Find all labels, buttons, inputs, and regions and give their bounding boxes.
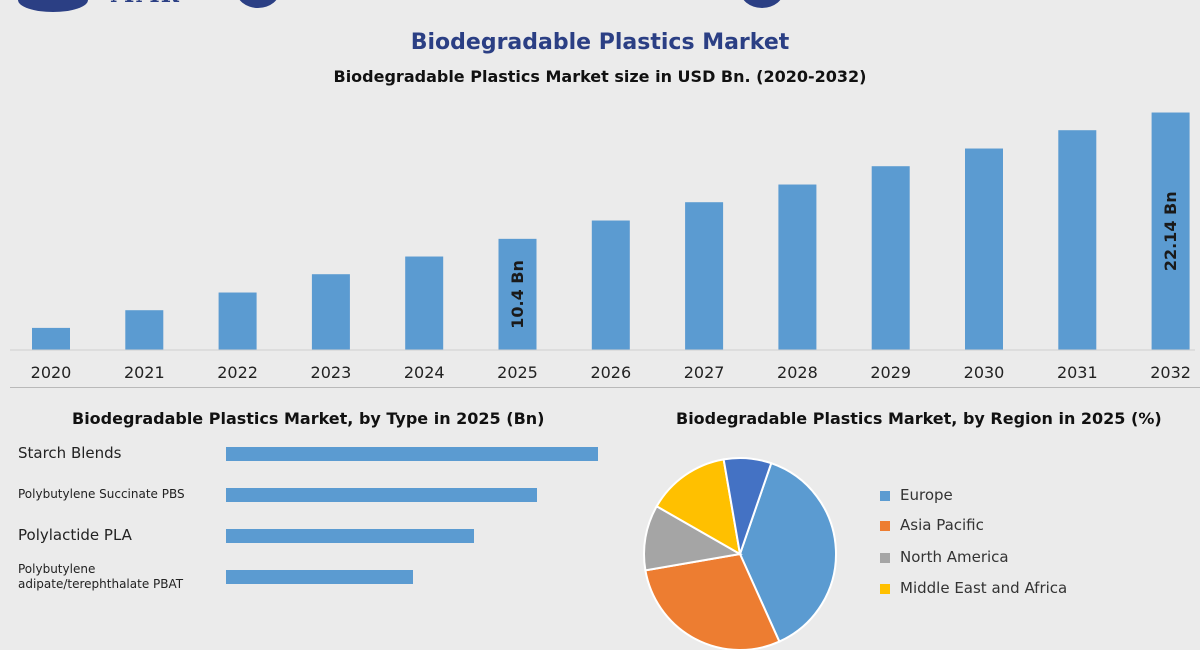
x-tick-label: 2026 (590, 363, 631, 382)
bar-2025 (498, 238, 537, 350)
legend-swatch (880, 553, 890, 563)
section-divider (10, 387, 1200, 388)
type-bar-label: Starch Blends (18, 444, 122, 462)
logo-globe-icon (18, 0, 88, 12)
x-tick-label: 2031 (1057, 363, 1098, 382)
chart-subtitle: Biodegradable Plastics Market size in US… (333, 67, 867, 86)
bar-2023 (311, 274, 350, 350)
header-circle-icon (236, 0, 280, 8)
type-bar (226, 529, 474, 543)
x-tick-label: 2024 (404, 363, 445, 382)
chart-title: Biodegradable Plastics Market (410, 30, 790, 55)
data-label-2032: 22.14 Bn (1161, 191, 1180, 271)
market-size-bar-chart: 2020 2021 2022 2023 2024 2025 10.4 Bn 2026 2027 2… (10, 112, 1195, 382)
bar-2022 (218, 292, 257, 350)
legend-label: North America (900, 548, 1009, 566)
x-tick-label: 2025 (497, 363, 538, 382)
data-label-2025: 10.4 Bn (508, 260, 527, 329)
region-pie-chart (643, 457, 837, 650)
x-tick-label: 2030 (964, 363, 1005, 382)
bar-2027 (685, 202, 724, 350)
bar-2020 (32, 327, 70, 350)
bar-2028 (778, 184, 817, 350)
x-tick-label: 2023 (311, 363, 352, 382)
header-bar: MMR (0, 0, 1200, 14)
x-tick-label: 2027 (684, 363, 725, 382)
x-tick-label: 2028 (777, 363, 818, 382)
logo-text: MMR (110, 0, 180, 8)
mmr-logo[interactable]: MMR (18, 0, 188, 14)
bar-2031 (1058, 130, 1097, 350)
bar-2024 (405, 256, 444, 350)
bar-2030 (965, 148, 1003, 350)
legend-label: Middle East and Africa (900, 579, 1068, 597)
bar-2026 (591, 220, 630, 350)
type-bar-chart (226, 447, 598, 584)
x-tick-label: 2020 (31, 363, 72, 382)
pie-slice-south-america (722, 457, 773, 555)
type-bar-label: Polylactide PLA (18, 526, 132, 544)
pie-slice-north-america (643, 504, 743, 572)
legend-swatch (880, 584, 890, 594)
header-circle-icon (740, 0, 784, 8)
x-tick-label: 2029 (870, 363, 911, 382)
legend-swatch (880, 491, 890, 501)
type-bar (226, 447, 598, 461)
legend-label: Europe (900, 486, 953, 504)
x-tick-label: 2022 (217, 363, 258, 382)
type-chart-title: Biodegradable Plastics Market, by Type i… (72, 409, 545, 428)
legend-label: Asia Pacific (900, 516, 984, 534)
x-tick-label: 2032 (1150, 363, 1191, 382)
type-bar (226, 488, 537, 502)
type-bar-label: Polybutylene adipate/terephthalate PBAT (18, 562, 184, 591)
type-bar-label: Polybutylene Succinate PBS (18, 487, 185, 501)
bar-2032 (1151, 112, 1190, 351)
x-tick-label: 2021 (124, 363, 165, 382)
legend-swatch (880, 521, 890, 531)
pie-slice-middle-east-and-africa (655, 458, 742, 556)
bar-2021 (125, 310, 164, 350)
region-chart-title: Biodegradable Plastics Market, by Region… (676, 409, 1162, 428)
type-bar (226, 570, 413, 584)
bar-2029 (871, 166, 910, 350)
